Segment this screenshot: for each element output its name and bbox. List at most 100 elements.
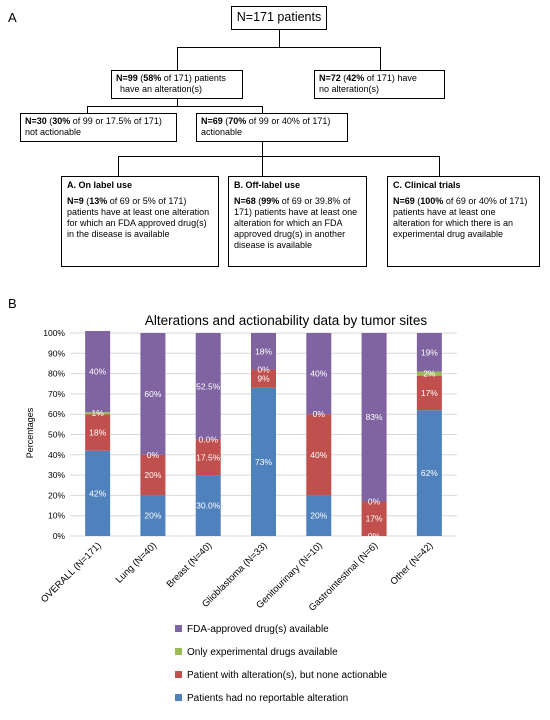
data-label: 18%	[255, 346, 272, 356]
cat-b-n: N=68	[234, 195, 256, 206]
data-label: 62%	[421, 468, 438, 478]
data-label: 0%	[368, 531, 381, 541]
cat-a-body: patients have at least one alteration fo…	[67, 206, 210, 239]
panel-b-letter: B	[8, 296, 17, 311]
connector	[380, 47, 381, 70]
cat-c-title: C. Clinical trials	[393, 180, 461, 190]
data-label: 17%	[366, 514, 383, 524]
cat-c-rest: of 69 or 40% of 171)	[443, 195, 528, 206]
x-tick-label: Breast (N=40)	[165, 540, 215, 590]
connector	[279, 30, 280, 47]
act-line2: actionable	[201, 126, 243, 137]
cat-b-pct: 99%	[261, 195, 280, 206]
bar-segment	[306, 495, 332, 536]
cat-b-rest: of 69 or 39.8% of 171)	[234, 195, 351, 217]
act-pct: 70%	[228, 116, 247, 126]
data-label: 0%	[257, 365, 270, 375]
noalt-n: N=72	[319, 73, 341, 83]
bar-segment	[85, 412, 111, 415]
y-tick-label: 80%	[48, 369, 65, 379]
bar-segment	[416, 410, 442, 536]
cat-c-n: N=69	[393, 195, 415, 206]
no-alteration-box: N=72 (42% of 171) have no alteration(s)	[314, 70, 445, 99]
bar-segment	[416, 371, 442, 376]
connector	[177, 47, 178, 70]
data-label: 9%	[257, 374, 270, 384]
panel-a-letter: A	[8, 10, 17, 25]
bar-segment	[195, 333, 221, 440]
data-label: 20%	[144, 511, 161, 521]
bar-segment	[195, 439, 221, 476]
x-tick-labels: OVERALL (N=171) Lung (N=40) Breast (N=40)G…	[39, 540, 436, 613]
bar-segment	[85, 414, 111, 451]
root-label: N=171 patients	[236, 10, 322, 24]
y-tick-label: 30%	[48, 470, 65, 480]
data-label: 2%	[423, 369, 436, 379]
y-tick-label: 60%	[48, 409, 65, 419]
act-rest: of 99 or 40% of 171)	[246, 116, 331, 126]
bar-segment	[251, 333, 276, 370]
data-label: 20%	[310, 511, 327, 521]
alt-rest: of 171) patients	[161, 73, 226, 83]
legend-label: FDA-approved drug(s) available	[187, 624, 329, 635]
connector	[177, 47, 381, 48]
connector	[177, 99, 178, 106]
bar-segment	[306, 333, 332, 415]
cat-a-rest: of 69 or 5% of 171)	[107, 195, 187, 206]
data-label: 40%	[89, 367, 106, 377]
y-tick-label: 20%	[48, 490, 65, 500]
legend-swatch	[175, 648, 182, 655]
bar-segment	[140, 495, 166, 536]
actionable-box: N=69 (70% of 99 or 40% of 171) actionabl…	[196, 113, 348, 142]
cat-b-title: B. Off-label use	[234, 180, 301, 190]
alteration-box: N=99 (58% of 171) patients have an alter…	[111, 70, 243, 99]
bar-segment	[251, 387, 276, 536]
data-label: 17.5%	[196, 452, 221, 462]
data-label: 40%	[310, 369, 327, 379]
y-tick-label: 40%	[48, 450, 65, 460]
y-tick-label: 50%	[48, 430, 65, 440]
data-label: 20%	[144, 470, 161, 480]
cat-a-pct: 13%	[89, 195, 108, 206]
bar-segment	[361, 501, 387, 536]
legend-swatch	[175, 694, 182, 701]
bar-segment	[85, 450, 111, 536]
legend-label: Only experimental drugs available	[187, 647, 338, 658]
notact-n: N=30	[25, 116, 47, 126]
y-tick-label: 0%	[53, 531, 66, 541]
notact-line2: not actionable	[25, 126, 82, 137]
data-label: 83%	[366, 412, 383, 422]
cat-c-body: patients have at least one alteration fo…	[393, 206, 514, 239]
noalt-line2: no alteration(s)	[319, 83, 380, 94]
connector	[87, 106, 263, 107]
bar-segment	[195, 475, 221, 536]
bar-segment	[361, 333, 387, 502]
clinical-trials-box: C. Clinical trials N=69 (100% of 69 or 4…	[387, 176, 540, 267]
not-actionable-box: N=30 (30% of 99 or 17.5% of 171) not act…	[20, 113, 177, 142]
connector	[118, 156, 440, 157]
y-tick-labels: 0% 10% 20% 30% 40% 50% 60% 70% 80% 90% 100%	[43, 328, 65, 541]
data-label: 18%	[89, 427, 106, 437]
bar-segment	[416, 333, 442, 372]
connector	[262, 106, 263, 113]
alt-line2: have an alteration(s)	[120, 83, 203, 94]
x-tick-label: Lung (N=40)	[114, 540, 159, 585]
off-label-use-box: B. Off-label use N=68 (99% of 69 or 39.8…	[228, 176, 367, 267]
data-label: 52.5%	[196, 381, 221, 391]
cat-b-body: patients have at least one alteration fo…	[234, 206, 358, 250]
legend-swatch	[175, 625, 182, 632]
data-label: 0%	[368, 496, 381, 506]
y-tick-label: 100%	[43, 328, 65, 338]
noalt-pct: 42%	[346, 73, 365, 83]
y-tick-label: 70%	[48, 389, 65, 399]
alt-n: N=99	[116, 73, 138, 83]
data-label: 0%	[147, 450, 160, 460]
data-label: 0.0%	[199, 435, 219, 445]
data-label: 17%	[421, 388, 438, 398]
bar-segment	[251, 369, 276, 388]
x-tick-label: OVERALL (N=171)	[39, 540, 104, 605]
bar-segment	[416, 375, 442, 411]
data-label: 73%	[255, 457, 272, 467]
chart-title: Alterations and actionability data by tu…	[145, 313, 427, 328]
